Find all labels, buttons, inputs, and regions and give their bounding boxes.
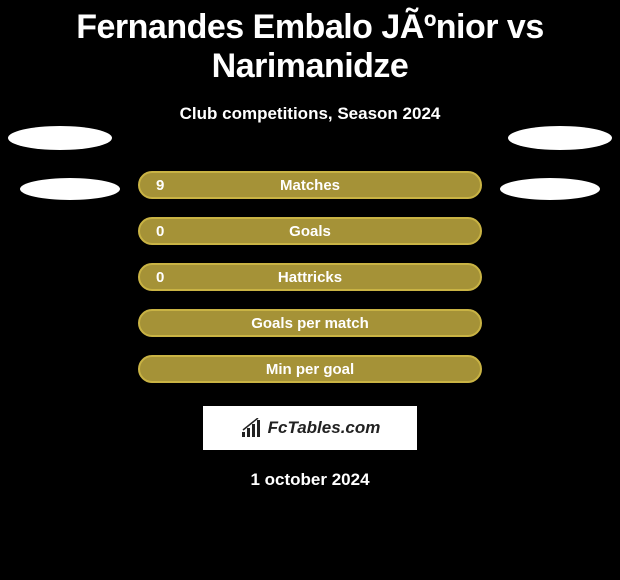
ellipse-right [500,178,600,200]
stat-label: Goals [289,223,331,240]
ellipse-left [8,126,112,150]
stat-bar: 9 Matches [138,171,482,199]
stat-label: Min per goal [266,361,354,378]
stat-label: Matches [280,177,340,194]
logo-text: FcTables.com [268,418,381,438]
stat-row: Min per goal [0,346,620,392]
page-subtitle: Club competitions, Season 2024 [0,104,620,124]
stat-label: Hattricks [278,269,342,286]
page-title: Fernandes Embalo JÃºnior vs Narimanidze [0,0,620,86]
stat-row: 0 Goals [0,208,620,254]
stat-bar: 0 Goals [138,217,482,245]
stat-label: Goals per match [251,315,369,332]
stat-bar: 0 Hattricks [138,263,482,291]
stat-bar: Min per goal [138,355,482,383]
date-text: 1 october 2024 [0,470,620,490]
stat-bar: Goals per match [138,309,482,337]
logo-box: FcTables.com [203,406,417,450]
stat-value-left: 0 [156,269,176,286]
ellipse-right [508,126,612,150]
stat-value-left: 0 [156,223,176,240]
stat-row: Goals per match [0,300,620,346]
ellipse-left [20,178,120,200]
chart-icon [240,418,264,438]
stat-row: 0 Hattricks [0,254,620,300]
stat-value-left: 9 [156,177,176,194]
logo-content: FcTables.com [240,418,381,438]
